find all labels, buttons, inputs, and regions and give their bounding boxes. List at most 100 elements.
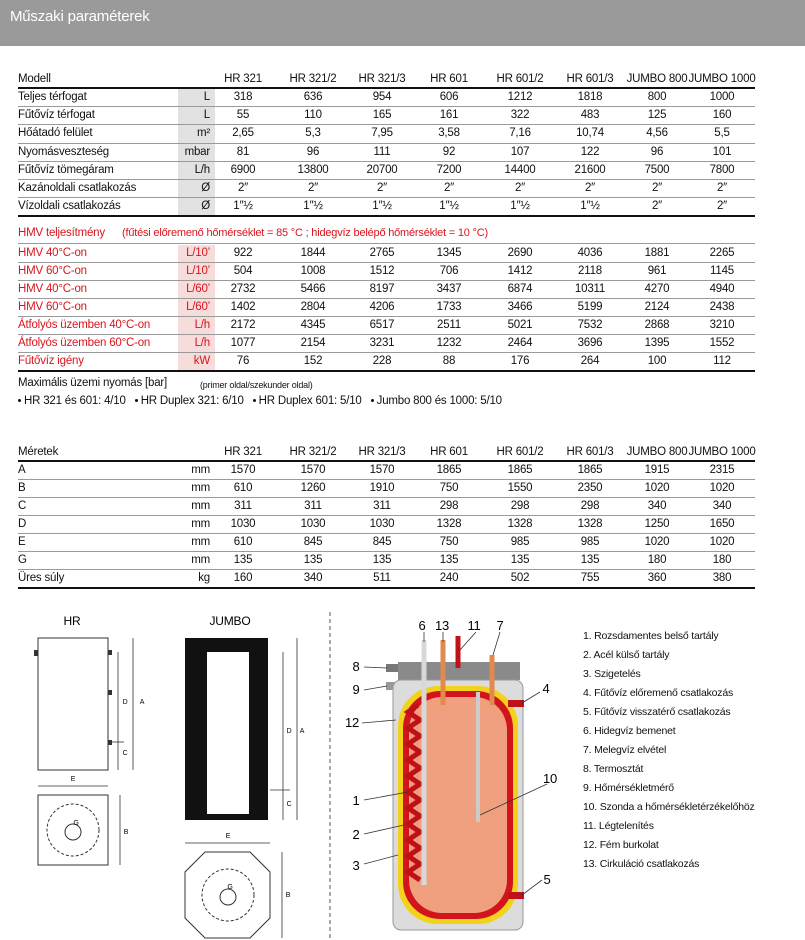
cell: 5,3 bbox=[305, 127, 321, 140]
cell: 14400 bbox=[504, 163, 536, 176]
cell: 504 bbox=[233, 265, 253, 277]
cell: 88 bbox=[442, 355, 456, 367]
row-label: A bbox=[18, 464, 26, 476]
row-line bbox=[18, 515, 755, 516]
cell: 4036 bbox=[577, 247, 603, 259]
row-unit: kg bbox=[198, 572, 210, 584]
cell: 1020 bbox=[709, 482, 735, 494]
unit-cell bbox=[178, 161, 215, 179]
cell: 135 bbox=[372, 554, 392, 566]
cell: 81 bbox=[236, 145, 250, 158]
cell: 4,56 bbox=[646, 127, 668, 140]
hr-front bbox=[37, 637, 109, 771]
cell: 2350 bbox=[577, 482, 603, 494]
row-unit: L/60’ bbox=[186, 301, 210, 313]
cell: 1030 bbox=[300, 518, 326, 530]
cell: 1″½ bbox=[580, 200, 600, 213]
cell: 1020 bbox=[644, 482, 670, 494]
pressure-item: Jumbo 800 és 1000: 5/10 bbox=[376, 395, 502, 407]
row-label: C bbox=[18, 500, 27, 512]
legend-item: 4. Fűtővíz előremenő csatlakozás bbox=[583, 687, 734, 699]
jumbo-top bbox=[184, 851, 271, 939]
cell: 2″ bbox=[716, 182, 728, 194]
row-unit: mm bbox=[191, 464, 210, 476]
dim-label: B bbox=[286, 892, 291, 899]
cell: 240 bbox=[439, 572, 459, 584]
callout: 1 bbox=[352, 793, 359, 808]
cell: 160 bbox=[712, 109, 732, 122]
cell: 1395 bbox=[644, 337, 670, 349]
row-label: Teljes térfogat bbox=[18, 91, 87, 103]
cell: 1865 bbox=[507, 464, 533, 476]
cell: 1733 bbox=[436, 301, 462, 313]
row-unit: kW bbox=[193, 355, 210, 367]
row-unit: L/h bbox=[194, 319, 211, 331]
legend-item: 8. Termosztát bbox=[583, 763, 644, 775]
cell: 135 bbox=[439, 554, 459, 566]
cell: 7500 bbox=[644, 163, 670, 176]
cell: 1000 bbox=[709, 91, 735, 103]
column-header: JUMBO 800 bbox=[626, 73, 688, 85]
row-line bbox=[18, 215, 755, 218]
cell: 165 bbox=[372, 109, 392, 122]
cell: 7,16 bbox=[509, 127, 531, 140]
table-header: Modell bbox=[18, 73, 51, 85]
column-header: HR 601/3 bbox=[566, 73, 614, 85]
cell: 6874 bbox=[507, 283, 533, 295]
row-unit: L/h bbox=[194, 163, 211, 176]
pressure-item: HR Duplex 601: 5/10 bbox=[258, 395, 362, 407]
cell: 1550 bbox=[507, 482, 533, 494]
row-line bbox=[18, 479, 755, 480]
row-unit: L/10’ bbox=[186, 265, 210, 277]
cell: 176 bbox=[510, 355, 530, 367]
row-line bbox=[18, 280, 755, 281]
cell: 2154 bbox=[300, 337, 326, 349]
cell: 961 bbox=[647, 265, 667, 277]
callout: 2 bbox=[352, 827, 359, 842]
unit-cell bbox=[178, 107, 215, 125]
cell: 2511 bbox=[437, 319, 461, 331]
cell: 1145 bbox=[710, 265, 734, 277]
thermometer bbox=[386, 682, 396, 690]
cell: 4940 bbox=[709, 283, 735, 295]
cell: 1020 bbox=[644, 536, 670, 548]
cell: 7800 bbox=[709, 163, 735, 176]
legend-item: 2. Acél külső tartály bbox=[583, 649, 670, 661]
column-header: JUMBO 1000 bbox=[688, 73, 756, 85]
cell: 3466 bbox=[507, 301, 533, 313]
cell: 1865 bbox=[436, 464, 462, 476]
dim-label: G bbox=[227, 884, 232, 891]
row-label: Fűtővíz térfogat bbox=[18, 109, 95, 122]
cell: 228 bbox=[372, 355, 392, 367]
cell: 2804 bbox=[300, 301, 326, 313]
cell: 7,95 bbox=[371, 127, 393, 140]
cell: 152 bbox=[303, 355, 323, 367]
cell: 3696 bbox=[577, 337, 603, 349]
hr-circle bbox=[46, 803, 100, 857]
cell: 502 bbox=[510, 572, 530, 584]
cell: 2″ bbox=[651, 182, 663, 194]
cell: 135 bbox=[580, 554, 600, 566]
column-header: HR 321/3 bbox=[358, 73, 406, 85]
dim-label: D bbox=[287, 728, 292, 735]
row-label: HMV 60°C-on bbox=[18, 301, 87, 313]
thermostat bbox=[386, 664, 398, 672]
pressure-note: (primer oldal/szekunder oldal) bbox=[200, 380, 313, 390]
cell: 10,74 bbox=[576, 127, 604, 140]
cell: 298 bbox=[439, 500, 459, 512]
hr-top bbox=[37, 794, 109, 866]
pressure-item: HR Duplex 321: 6/10 bbox=[140, 395, 244, 407]
cell: 1″½ bbox=[439, 200, 459, 213]
cell: 10311 bbox=[574, 283, 606, 295]
cell: 2172 bbox=[230, 319, 256, 331]
pressure-item: HR 321 és 601: 4/10 bbox=[24, 395, 126, 407]
cell: 2118 bbox=[578, 265, 602, 277]
row-unit: L bbox=[203, 91, 210, 103]
callout: 10 bbox=[543, 771, 557, 786]
dim-label: D bbox=[123, 699, 128, 706]
unit-cell bbox=[178, 143, 215, 161]
row-label: Hőátadó felület bbox=[18, 127, 93, 140]
cell: 3210 bbox=[709, 319, 735, 331]
cell: 922 bbox=[233, 247, 253, 259]
